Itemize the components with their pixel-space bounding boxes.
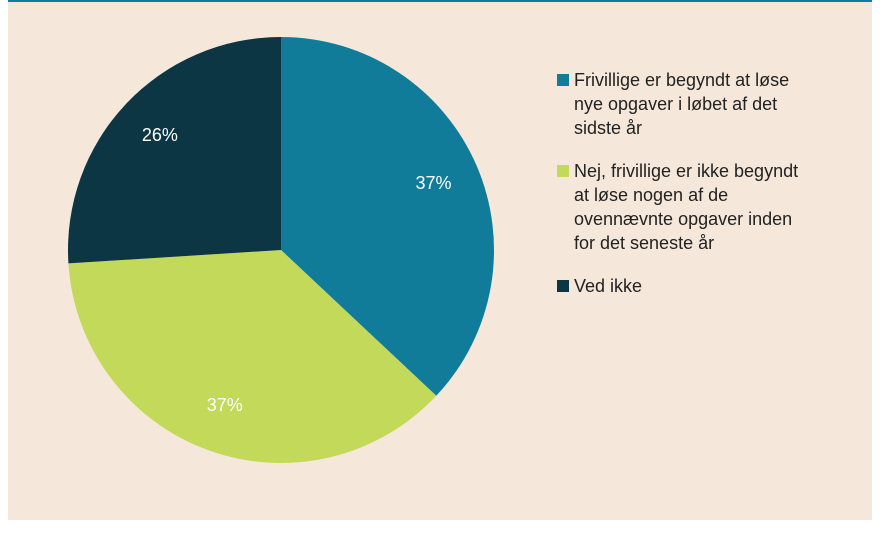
data-label: 37% xyxy=(207,395,243,415)
data-label: 26% xyxy=(142,125,178,145)
legend-entry: Frivillige er begyndt at løse nye opgave… xyxy=(554,68,804,140)
legend: Frivillige er begyndt at løse nye opgave… xyxy=(554,68,804,317)
legend-entry: Ved ikke xyxy=(554,274,804,298)
pie-slice xyxy=(281,37,495,396)
legend-label: Nej, frivillige er ikke begyndt at løse … xyxy=(574,161,799,253)
legend-swatch xyxy=(557,165,569,177)
legend-label: Frivillige er begyndt at løse nye opgave… xyxy=(574,70,790,138)
data-label: 37% xyxy=(415,173,451,193)
pie-slice xyxy=(68,250,437,463)
legend-label: Ved ikke xyxy=(574,276,643,296)
pie-slice xyxy=(68,37,281,264)
chart: 37% 37% 26% xyxy=(68,37,495,463)
chart-frame: 37% 37% 26% Frivillige er begyndt at løse … xyxy=(8,0,872,520)
legend-entry: Nej, frivillige er ikke begyndt at løse … xyxy=(554,159,804,255)
legend-swatch xyxy=(557,280,569,292)
legend-swatch xyxy=(557,74,569,86)
